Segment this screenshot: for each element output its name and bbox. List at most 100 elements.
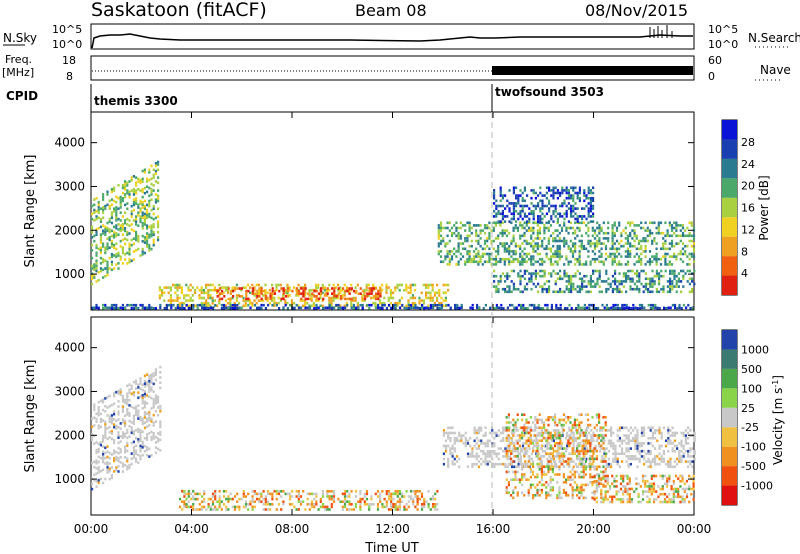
data-cell (480, 462, 483, 466)
data-cell (104, 410, 107, 413)
data-cell (610, 429, 613, 432)
data-cell (506, 204, 509, 208)
data-cell (657, 257, 660, 261)
data-cell (330, 296, 333, 300)
data-cell (529, 426, 532, 429)
data-cell (590, 439, 593, 443)
data-cell (611, 287, 614, 291)
data-cell (480, 429, 483, 432)
data-cell (429, 299, 432, 302)
data-cell (187, 288, 190, 292)
data-cell (675, 257, 678, 261)
data-cell (629, 250, 632, 253)
data-cell (514, 421, 517, 424)
data-cell (523, 189, 526, 192)
data-cell (508, 290, 511, 294)
data-cell (401, 495, 404, 498)
data-cell (139, 220, 142, 224)
data-cell (655, 269, 658, 273)
data-cell (379, 295, 382, 298)
data-cell (152, 207, 155, 211)
data-cell (673, 244, 676, 248)
data-cell (559, 439, 562, 443)
data-cell (315, 492, 318, 496)
data-cell (519, 237, 522, 240)
data-cell (181, 303, 184, 307)
data-cell (651, 231, 654, 235)
data-cell (534, 486, 537, 489)
data-cell (559, 215, 562, 218)
data-cell (613, 224, 616, 227)
data-cell (207, 288, 210, 292)
data-cell (477, 242, 480, 245)
data-cell (545, 418, 548, 422)
data-cell (154, 201, 157, 204)
data-cell (572, 199, 575, 203)
data-cell (159, 425, 162, 429)
data-cell (644, 250, 647, 253)
data-cell (549, 494, 552, 497)
data-cell (379, 289, 382, 293)
data-cell (110, 239, 113, 243)
data-cell (590, 436, 593, 440)
data-cell (521, 444, 525, 448)
data-cell (337, 303, 340, 307)
data-cell (505, 491, 508, 494)
data-cell (550, 274, 553, 278)
data-cell (117, 413, 120, 416)
data-cell (653, 221, 656, 225)
data-cell (499, 439, 503, 443)
data-cell (497, 429, 500, 432)
data-cell (148, 171, 151, 174)
data-cell (654, 462, 657, 466)
data-cell (266, 490, 270, 493)
data-cell (556, 250, 559, 253)
data-cell (185, 299, 188, 302)
data-cell (567, 202, 570, 205)
data-cell (148, 199, 151, 203)
data-cell (313, 289, 316, 293)
data-cell (682, 274, 685, 278)
data-cell (600, 252, 603, 256)
data-cell (475, 447, 478, 450)
data-cell (556, 455, 559, 458)
data-cell (658, 280, 661, 283)
data-cell (475, 462, 478, 466)
data-cell (211, 288, 214, 292)
data-cell (148, 215, 151, 218)
data-cell (306, 297, 309, 301)
data-cell (520, 303, 523, 307)
data-cell (546, 447, 549, 450)
data-cell (434, 503, 437, 506)
data-cell (566, 431, 569, 435)
data-cell (119, 229, 122, 233)
data-cell (374, 301, 377, 305)
data-cell (440, 306, 443, 310)
data-cell (529, 468, 532, 471)
data-cell (671, 442, 674, 445)
data-cell (508, 263, 511, 266)
data-cell (534, 418, 537, 422)
data-cell (141, 394, 144, 397)
data-cell (304, 508, 307, 511)
data-cell (615, 239, 619, 243)
data-cell (152, 184, 155, 187)
data-cell (510, 439, 514, 443)
data-cell (128, 424, 131, 428)
data-cell (389, 291, 392, 295)
data-cell (117, 441, 120, 445)
data-cell (648, 260, 652, 264)
data-cell (651, 460, 654, 463)
data-cell (392, 291, 395, 295)
data-cell (448, 229, 451, 232)
data-cell (654, 303, 657, 307)
data-cell (458, 431, 461, 435)
data-cell (565, 229, 568, 232)
data-cell (578, 285, 581, 288)
data-cell (110, 476, 113, 480)
data-cell (510, 260, 513, 264)
data-cell (670, 244, 674, 248)
data-cell (574, 191, 577, 195)
data-cell (604, 257, 608, 261)
data-cell (557, 444, 560, 448)
